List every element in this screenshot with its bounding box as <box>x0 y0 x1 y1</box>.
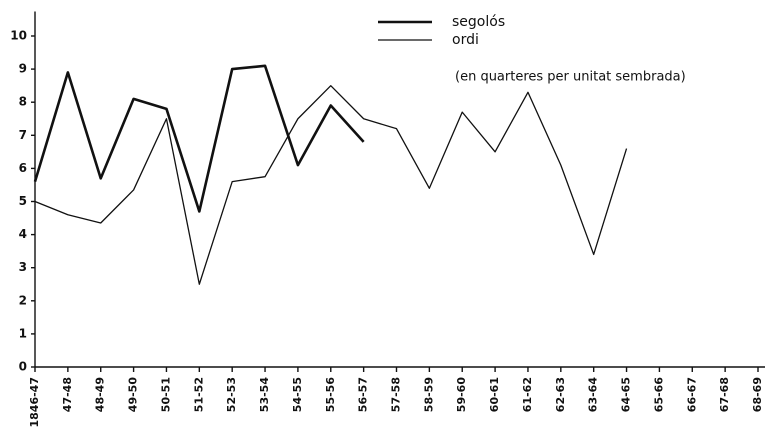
x-tick-label: 67-68 <box>718 377 731 412</box>
data-line <box>34 85 628 285</box>
x-tick-label: 50-51 <box>159 377 172 412</box>
x-tick-label: 1846-47 <box>28 377 41 428</box>
legend-label: segolós <box>452 14 505 30</box>
x-tick-label: 68-69 <box>751 377 764 412</box>
annotation: (en quarteres per unitat sembrada) <box>455 70 686 85</box>
y-tick-label: 3 <box>19 260 27 274</box>
x-tick-label: 51-52 <box>192 377 205 412</box>
x-tick-label: 59-60 <box>455 377 468 413</box>
y-tick-label: 6 <box>19 161 27 175</box>
x-tick-label: 52-53 <box>225 377 238 412</box>
x-tick-label: 66-67 <box>685 377 698 412</box>
y-tick-label: 1 <box>19 326 27 340</box>
x-tick-label: 49-50 <box>127 377 140 413</box>
x-tick-label: 53-54 <box>258 377 271 413</box>
y-tick-label: 10 <box>10 29 27 43</box>
legend-label: ordi <box>452 32 479 48</box>
x-tick-label: 47-48 <box>61 377 74 412</box>
x-tick-label: 63-64 <box>587 377 600 413</box>
data-line <box>33 64 365 213</box>
x-tick-label: 64-65 <box>620 377 633 412</box>
x-tick-label: 48-49 <box>94 377 107 412</box>
x-tick-label: 57-58 <box>390 377 403 412</box>
x-tick-label: 54-55 <box>291 377 304 412</box>
x-tick-label: 55-56 <box>324 377 337 413</box>
x-tick-label: 58-59 <box>422 377 435 412</box>
y-tick-label: 8 <box>19 95 27 109</box>
x-tick-label: 62-63 <box>554 377 567 412</box>
y-tick-label: 2 <box>19 293 27 307</box>
x-tick-label: 65-66 <box>652 377 665 413</box>
y-tick-label: 9 <box>19 62 27 76</box>
x-tick-label: 60-61 <box>488 377 501 412</box>
x-tick-label: 56-57 <box>357 377 370 412</box>
x-tick-label: 61-62 <box>521 377 534 412</box>
y-tick-label: 5 <box>19 194 27 208</box>
y-tick-label: 7 <box>19 128 27 142</box>
y-tick-label: 0 <box>19 360 27 374</box>
y-tick-label: 4 <box>19 227 27 241</box>
